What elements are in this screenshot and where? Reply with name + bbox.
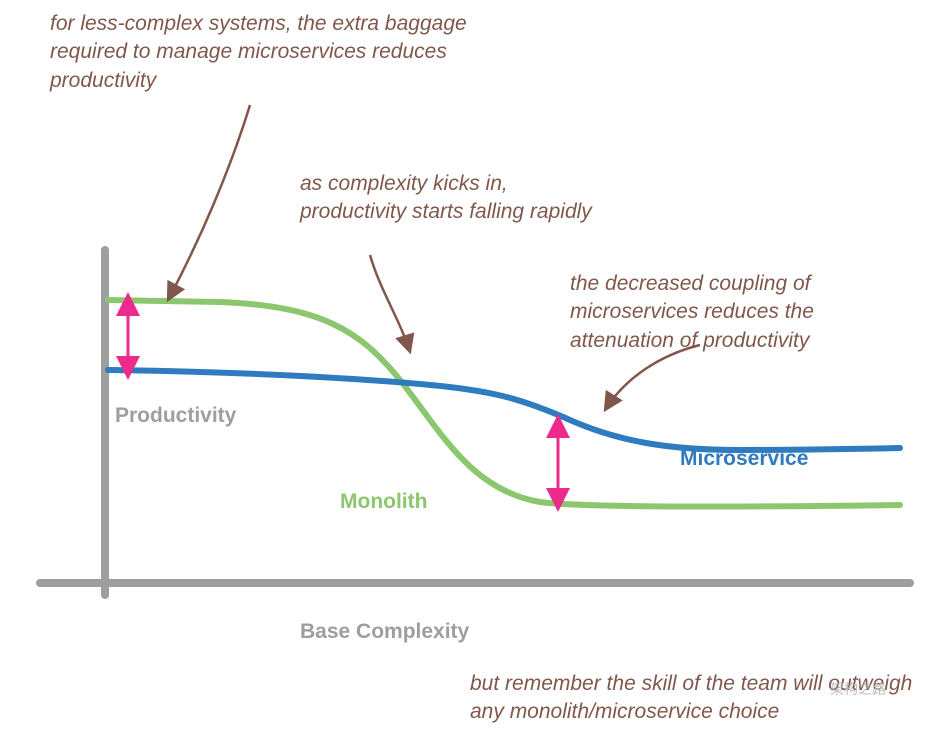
pointer-top-mid xyxy=(370,255,410,352)
monolith-label: Monolith xyxy=(340,490,427,514)
annotation-top-mid: as complexity kicks in, productivity sta… xyxy=(300,170,600,227)
diagram-stage: Productivity Base Complexity Monolith Mi… xyxy=(0,0,937,737)
watermark: 架构之路 xyxy=(830,680,886,699)
y-axis-label: Productivity xyxy=(115,404,236,428)
annotation-right: the decreased coupling of microservices … xyxy=(570,270,900,355)
microservice-label: Microservice xyxy=(680,447,808,471)
annotation-top-left: for less-complex systems, the extra bagg… xyxy=(50,10,480,95)
x-axis-label: Base Complexity xyxy=(300,620,469,644)
pointer-top-left xyxy=(168,105,250,300)
